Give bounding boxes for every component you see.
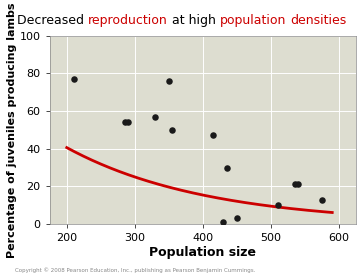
Text: reproduction: reproduction <box>88 14 168 27</box>
Point <box>319 197 325 202</box>
X-axis label: Population size: Population size <box>150 246 256 259</box>
Point <box>166 79 172 83</box>
Point <box>152 115 158 119</box>
Point <box>71 77 77 81</box>
Point <box>210 133 216 138</box>
Point <box>295 182 301 187</box>
Text: Decreased: Decreased <box>17 14 88 27</box>
Point <box>292 182 298 187</box>
Point <box>224 165 230 170</box>
Point <box>275 203 281 207</box>
Point <box>234 216 240 221</box>
Point <box>170 128 175 132</box>
Text: densities: densities <box>290 14 346 27</box>
Text: population: population <box>220 14 286 27</box>
Point <box>125 120 131 124</box>
Y-axis label: Percentage of juveniles producing lambs: Percentage of juveniles producing lambs <box>7 2 17 258</box>
Point <box>122 120 127 124</box>
Text: Copyright © 2008 Pearson Education, Inc., publishing as Pearson Benjamin Cumming: Copyright © 2008 Pearson Education, Inc.… <box>15 267 255 273</box>
Text: at high: at high <box>168 14 220 27</box>
Point <box>220 220 226 224</box>
